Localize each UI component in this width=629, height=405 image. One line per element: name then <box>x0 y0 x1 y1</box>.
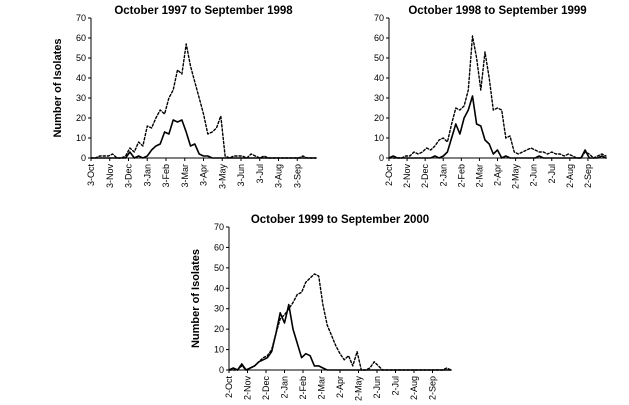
y-tick-label: 30 <box>76 93 86 103</box>
y-tick-label: 0 <box>379 153 384 163</box>
y-tick-label: 40 <box>214 283 224 293</box>
x-tick-label: 2-May <box>511 164 521 190</box>
y-tick-label: 60 <box>76 33 86 43</box>
x-tick-label: 2-Aug <box>565 164 575 188</box>
y-axis-label: Number of Isolates <box>190 249 202 348</box>
x-tick-label: 3-Mar <box>180 164 190 188</box>
y-tick-label: 70 <box>76 13 86 23</box>
x-tick-label: 2-Jun <box>529 164 539 187</box>
x-tick-label: 2-Dec <box>261 376 271 401</box>
x-tick-label: 3-Sep <box>292 164 302 188</box>
x-tick-label: 2-Nov <box>243 376 253 401</box>
chart-title: October 1997 to September 1998 <box>114 5 293 17</box>
x-tick-label: 2-Feb <box>298 376 308 400</box>
x-tick-label: 2-Jul <box>391 376 401 396</box>
chart-1999-2000: October 1999 to September 2000 Number of … <box>190 214 452 402</box>
y-axis-label: Number of Isolates <box>52 38 64 137</box>
y-tick-label: 10 <box>374 133 384 143</box>
x-tick-label: 3-Jun <box>236 164 246 187</box>
x-tick-label: 2-Jan <box>438 164 448 187</box>
y-tick-label: 20 <box>76 113 86 123</box>
x-tick-label: 3-Dec <box>124 164 134 189</box>
chart-title: October 1998 to September 1999 <box>408 5 586 17</box>
y-tick-label: 70 <box>214 222 224 232</box>
x-tick-label: 3-Jan <box>142 164 152 187</box>
x-tick-label: 3-Aug <box>274 164 284 188</box>
chart-1998-1999: October 1998 to September 1999 0 10 20 30 40 5… <box>374 5 607 190</box>
y-tick-label: 40 <box>76 73 86 83</box>
chart-title: October 1999 to September 2000 <box>251 214 429 226</box>
y-tick-label: 50 <box>214 263 224 273</box>
y-tick-label: 10 <box>76 133 86 143</box>
series-line-dotted <box>228 273 452 371</box>
y-tick-label: 60 <box>374 33 384 43</box>
y-tick-label: 20 <box>374 113 384 123</box>
x-tick-label: 2-Mar <box>474 164 484 188</box>
y-tick-label: 40 <box>374 73 384 83</box>
y-tick-label: 0 <box>81 153 86 163</box>
x-tick-label: 2-Sep <box>583 164 593 188</box>
y-tick-label: 20 <box>214 324 224 334</box>
x-tick-label: 2-Dec <box>420 164 430 189</box>
y-tick-label: 0 <box>219 365 224 375</box>
x-tick-label: 2-Jul <box>547 164 557 184</box>
series-line-solid <box>388 95 607 159</box>
y-tick-label: 50 <box>76 53 86 63</box>
series-line-dotted <box>90 43 317 159</box>
y-tick-label: 30 <box>214 304 224 314</box>
y-tick-label: 30 <box>374 93 384 103</box>
x-tick-label: 2-May <box>354 376 364 402</box>
x-tick-label: 2-Oct <box>384 164 394 187</box>
x-tick-label: 2-Feb <box>456 164 466 188</box>
series-line-solid <box>90 119 317 159</box>
x-tick-label: 2-Apr <box>335 376 345 398</box>
x-tick-label: 2-Jan <box>280 376 290 399</box>
x-tick-label: 2-Aug <box>409 376 419 400</box>
chart-1997-1998: October 1997 to September 1998 Number of … <box>52 5 317 190</box>
y-tick-label: 50 <box>374 53 384 63</box>
x-tick-label: 2-Mar <box>317 376 327 400</box>
x-tick-label: 3-Feb <box>161 164 171 188</box>
series-line-solid <box>228 303 452 371</box>
y-tick-label: 10 <box>214 345 224 355</box>
y-tick-label: 60 <box>214 242 224 252</box>
x-tick-label: 2-Nov <box>402 164 412 189</box>
x-tick-label: 2-Jun <box>372 376 382 399</box>
x-tick-label: 3-Oct <box>86 164 96 187</box>
x-tick-label: 3-Nov <box>105 164 115 189</box>
x-tick-label: 2-Sep <box>428 376 438 400</box>
x-tick-label: 2-Oct <box>224 376 234 399</box>
x-tick-label: 3-Jul <box>255 164 265 184</box>
x-tick-label: 2-Apr <box>493 164 503 186</box>
y-tick-label: 70 <box>374 13 384 23</box>
x-tick-label: 3-May <box>217 164 227 190</box>
x-tick-label: 3-Apr <box>199 164 209 186</box>
series-line-dotted <box>388 35 607 159</box>
